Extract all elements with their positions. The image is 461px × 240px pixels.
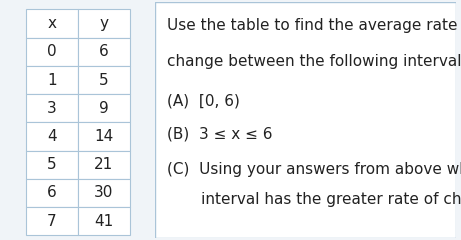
Bar — [26, 9, 78, 38]
Bar — [78, 38, 130, 66]
FancyBboxPatch shape — [155, 2, 456, 238]
Text: 7: 7 — [47, 214, 57, 229]
Text: interval has the greater rate of change?: interval has the greater rate of change? — [167, 192, 461, 207]
Bar — [78, 150, 130, 179]
Text: (C)  Using your answers from above which: (C) Using your answers from above which — [167, 162, 461, 177]
Text: change between the following intervals:: change between the following intervals: — [167, 54, 461, 69]
Text: y: y — [99, 16, 108, 31]
Bar — [26, 94, 78, 122]
Text: 30: 30 — [94, 186, 113, 200]
Text: 5: 5 — [99, 72, 108, 88]
Bar — [26, 150, 78, 179]
Text: 1: 1 — [47, 72, 57, 88]
Bar — [78, 207, 130, 235]
Text: 6: 6 — [99, 44, 109, 59]
Text: x: x — [47, 16, 56, 31]
Text: 3: 3 — [47, 101, 57, 116]
Text: 6: 6 — [47, 186, 57, 200]
Text: 14: 14 — [94, 129, 113, 144]
Bar — [26, 122, 78, 150]
Bar — [78, 94, 130, 122]
Bar — [78, 9, 130, 38]
Text: 5: 5 — [47, 157, 57, 172]
Text: 41: 41 — [94, 214, 113, 229]
Bar — [26, 38, 78, 66]
Text: (A)  [0, 6): (A) [0, 6) — [167, 94, 240, 109]
Bar — [26, 66, 78, 94]
Text: (B)  3 ≤ x ≤ 6: (B) 3 ≤ x ≤ 6 — [167, 127, 272, 142]
Bar — [78, 66, 130, 94]
Text: 0: 0 — [47, 44, 57, 59]
Text: Use the table to find the average rate of: Use the table to find the average rate o… — [167, 18, 461, 33]
Text: 21: 21 — [94, 157, 113, 172]
Bar — [78, 179, 130, 207]
Bar — [26, 207, 78, 235]
Text: 4: 4 — [47, 129, 57, 144]
Text: 9: 9 — [99, 101, 109, 116]
Bar — [26, 179, 78, 207]
Bar — [78, 122, 130, 150]
